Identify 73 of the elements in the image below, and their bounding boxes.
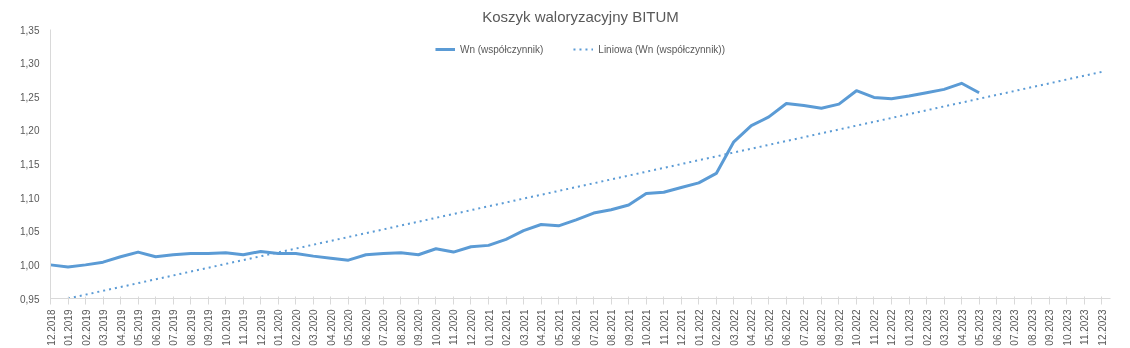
x-tick-label: 11.2021	[658, 309, 670, 345]
x-tick-label: 04.2020	[325, 309, 337, 346]
x-tick-label: 04.2023	[956, 309, 968, 346]
y-tick-label: 0,95	[20, 293, 40, 305]
x-tick-label: 05.2020	[343, 309, 355, 346]
x-tick-label: 08.2023	[1026, 309, 1038, 346]
x-tick-label: 05.2023	[974, 309, 986, 346]
x-tick-label: 02.2020	[290, 309, 302, 346]
y-tick-label: 1,15	[20, 159, 40, 170]
x-tick-label: 03.2019	[98, 309, 110, 346]
x-tick-label: 02.2021	[501, 309, 513, 346]
x-tick-label: 09.2021	[623, 309, 635, 346]
x-tick-label: 08.2022	[816, 309, 828, 346]
x-tick-label: 03.2020	[308, 309, 320, 346]
x-tick-label: 02.2023	[921, 309, 933, 346]
x-tick-label: 10.2023	[1061, 309, 1073, 346]
y-tick-label: 1,20	[20, 125, 40, 137]
legend-label: Wn (współczynnik)	[459, 43, 544, 55]
y-tick-label: 1,35	[20, 24, 40, 36]
x-tick-label: 06.2020	[360, 309, 372, 346]
x-tick-label: 07.2021	[588, 309, 600, 346]
x-tick-label: 12.2022	[886, 309, 898, 346]
x-tick-label: 07.2020	[378, 309, 390, 346]
x-tick-label: 09.2019	[203, 309, 215, 346]
x-tick-label: 01.2021	[483, 309, 495, 346]
x-tick-label: 10.2021	[641, 309, 653, 346]
x-tick-label: 11.2022	[868, 309, 880, 345]
x-tick-label: 11.2019	[238, 309, 250, 345]
x-tick-label: 08.2021	[606, 309, 618, 346]
x-tick-label: 09.2022	[833, 309, 845, 346]
x-tick-label: 02.2019	[80, 309, 92, 346]
x-tick-label: 05.2019	[133, 309, 145, 346]
x-tick-label: 06.2022	[781, 309, 793, 346]
x-tick-label: 04.2019	[115, 309, 127, 346]
x-tick-label: 06.2023	[991, 309, 1003, 346]
x-tick-label: 04.2022	[746, 309, 758, 346]
x-tick-label: 09.2023	[1044, 309, 1056, 346]
y-tick-label: 1,05	[20, 226, 40, 238]
x-tick-label: 12.2019	[255, 309, 267, 346]
x-tick-label: 11.2020	[448, 309, 460, 345]
x-tick-label: 10.2020	[430, 309, 442, 346]
y-tick-label: 1,25	[20, 91, 40, 103]
x-tick-label: 01.2020	[273, 309, 285, 346]
legend-label: Liniowa (Wn (współczynnik))	[598, 43, 726, 55]
x-tick-label: 04.2021	[536, 309, 548, 346]
x-tick-label: 11.2023	[1079, 309, 1091, 345]
x-tick-label: 12.2018	[45, 309, 57, 346]
x-tick-label: 06.2019	[150, 309, 162, 346]
x-tick-label: 05.2021	[553, 309, 565, 346]
x-tick-label: 07.2019	[168, 309, 180, 346]
x-tick-label: 01.2022	[693, 309, 705, 346]
x-tick-label: 10.2022	[851, 309, 863, 346]
x-tick-label: 05.2022	[763, 309, 775, 346]
x-tick-label: 12.2021	[676, 309, 688, 346]
x-tick-label: 06.2021	[571, 309, 583, 346]
y-tick-label: 1,00	[20, 259, 40, 271]
x-tick-label: 03.2022	[728, 309, 740, 346]
x-tick-label: 02.2022	[711, 309, 723, 346]
chart-title: Koszyk waloryzacyjny BITUM	[482, 7, 679, 25]
x-tick-label: 10.2019	[220, 309, 232, 346]
x-tick-label: 08.2020	[395, 309, 407, 346]
x-tick-label: 07.2022	[798, 309, 810, 346]
x-tick-label: 12.2023	[1096, 309, 1108, 346]
x-tick-label: 08.2019	[185, 309, 197, 346]
x-tick-label: 09.2020	[413, 309, 425, 346]
x-tick-label: 03.2023	[939, 309, 951, 346]
y-tick-label: 1,30	[20, 58, 40, 70]
x-tick-label: 07.2023	[1009, 309, 1021, 346]
x-tick-label: 03.2021	[518, 309, 530, 346]
x-tick-label: 12.2020	[466, 309, 477, 346]
x-tick-label: 01.2023	[904, 309, 916, 346]
x-tick-label: 01.2019	[63, 309, 75, 346]
y-tick-label: 1,10	[20, 192, 40, 204]
